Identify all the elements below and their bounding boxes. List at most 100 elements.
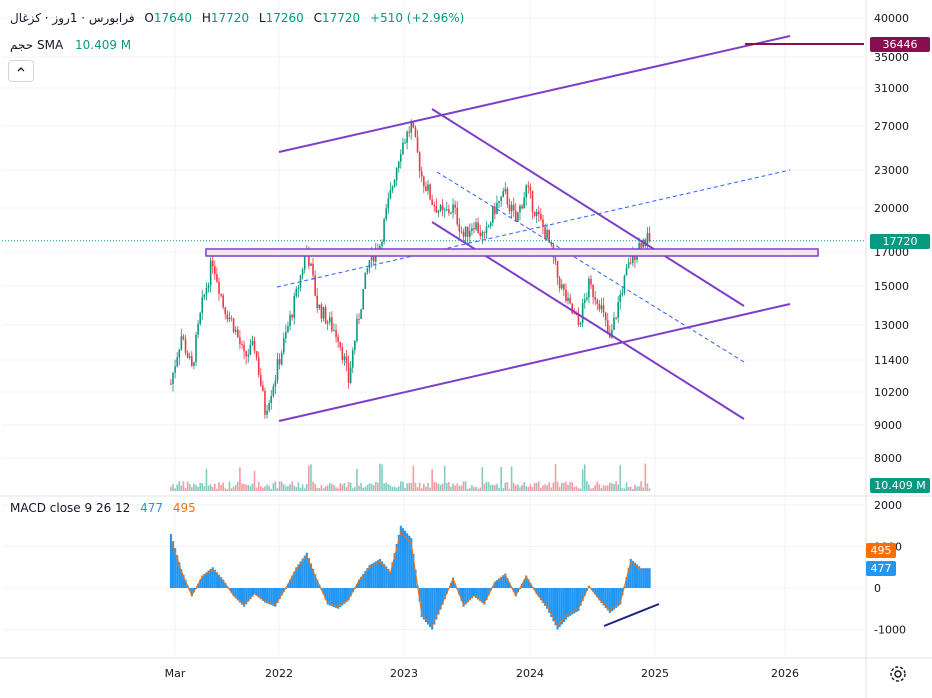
macd-histogram-bar [631, 560, 634, 588]
volume-bar [565, 481, 567, 491]
symbol-title[interactable]: فرابورس · 1روز · کزغال [10, 11, 135, 25]
macd-histogram-bar [546, 588, 549, 609]
volume-bar [477, 488, 479, 491]
macd-histogram-bar [174, 548, 177, 588]
volume-bar [318, 488, 321, 491]
volume-bar [174, 488, 176, 491]
volume-bar [588, 484, 590, 491]
macd-histogram-bar [211, 567, 214, 588]
candle-body [586, 297, 588, 300]
macd-histogram-bar [295, 567, 298, 588]
macd-histogram-bar [577, 588, 580, 611]
volume-bar [287, 485, 289, 491]
macd-histogram-bar [272, 588, 275, 606]
volume-bar [397, 486, 400, 491]
macd-histogram-bar [610, 588, 613, 612]
candle-body [604, 312, 607, 321]
candle-body [598, 303, 601, 310]
macd-histogram-bar [169, 534, 172, 588]
volume-bar [343, 482, 346, 491]
volume-bar [193, 483, 195, 491]
candle-body [339, 341, 341, 348]
candle-body [492, 206, 494, 223]
candle-body [531, 190, 534, 212]
volume-bar [337, 488, 339, 491]
macd-histogram-bar [355, 583, 359, 588]
macd-histogram-bar [629, 558, 632, 588]
volume-bar [285, 486, 287, 491]
volume-bar [487, 482, 490, 491]
volume-bar [188, 484, 191, 491]
volume-bar [583, 464, 586, 491]
volume-bar [218, 482, 220, 491]
candle-body [188, 356, 191, 358]
candle-body [303, 256, 306, 270]
macd-histogram-bar [604, 588, 607, 608]
volume-bar [214, 483, 216, 491]
volume-bar [494, 484, 496, 491]
candle-body [251, 340, 254, 345]
settings-gear-button[interactable] [888, 664, 908, 684]
volume-bar [483, 483, 486, 491]
candle-body [404, 142, 406, 144]
macd-histogram-bar [257, 588, 260, 598]
volume-bar [460, 485, 463, 491]
macd-histogram-bar [498, 578, 501, 588]
volume-bar [537, 481, 540, 491]
macd-histogram-bar [351, 588, 354, 593]
time-tick-label: 2024 [516, 667, 544, 680]
volume-bar [550, 487, 553, 491]
macd-histogram-bar [535, 588, 538, 595]
candle-body [504, 188, 507, 192]
candle-body [243, 344, 245, 352]
high-value: 17720 [210, 11, 250, 25]
candle-body [494, 206, 496, 214]
price-tick-label: 17000 [874, 246, 909, 259]
macd-histogram-bar [362, 573, 365, 588]
candle-body [230, 317, 233, 319]
macd-histogram-bar [558, 588, 561, 628]
candle-body [170, 383, 172, 385]
candle-body [448, 209, 450, 214]
macd-histogram-bar [335, 588, 338, 608]
volume-bar [349, 482, 352, 491]
volume-bar [548, 482, 550, 491]
volume-bar [563, 482, 565, 491]
macd-badge: 477 [866, 561, 896, 576]
volume-bar [295, 487, 298, 491]
candle-body [431, 199, 433, 206]
candle-body [619, 294, 622, 303]
last-price-badge: 17720 [870, 234, 930, 249]
macd-histogram-bar [378, 558, 381, 588]
collapse-legend-button[interactable] [8, 60, 34, 82]
candle-body [537, 211, 540, 215]
volume-bar [586, 481, 588, 491]
macd-histogram-bar [182, 574, 185, 588]
macd-histogram-bar [621, 588, 624, 596]
macd-histogram-bar [238, 588, 241, 603]
macd-histogram-bar [477, 588, 480, 600]
macd-histogram-bar [339, 588, 342, 608]
candle-body [502, 191, 505, 197]
volume-bar [402, 481, 404, 491]
candle-body [385, 208, 387, 220]
macd-histogram-bar [636, 564, 639, 588]
trendline-drawings[interactable] [2, 35, 864, 422]
price-tick-label: 8000 [874, 452, 902, 465]
candle-body [333, 330, 335, 332]
volume-bar [496, 483, 498, 491]
macd-histogram-bar [345, 588, 348, 603]
candle-body [596, 299, 599, 304]
volume-bar [186, 481, 189, 491]
candle-body [203, 294, 206, 298]
macd-histogram-bar [309, 563, 313, 588]
volume-bar [274, 481, 277, 491]
macd-histogram-bar [241, 588, 244, 605]
volume-bar [579, 488, 582, 491]
macd-histogram-bar [203, 573, 206, 588]
candle-body [349, 367, 352, 383]
macd-histogram-bar [640, 568, 643, 588]
macd-histogram-bar [374, 561, 377, 588]
volume-bar [640, 481, 642, 491]
